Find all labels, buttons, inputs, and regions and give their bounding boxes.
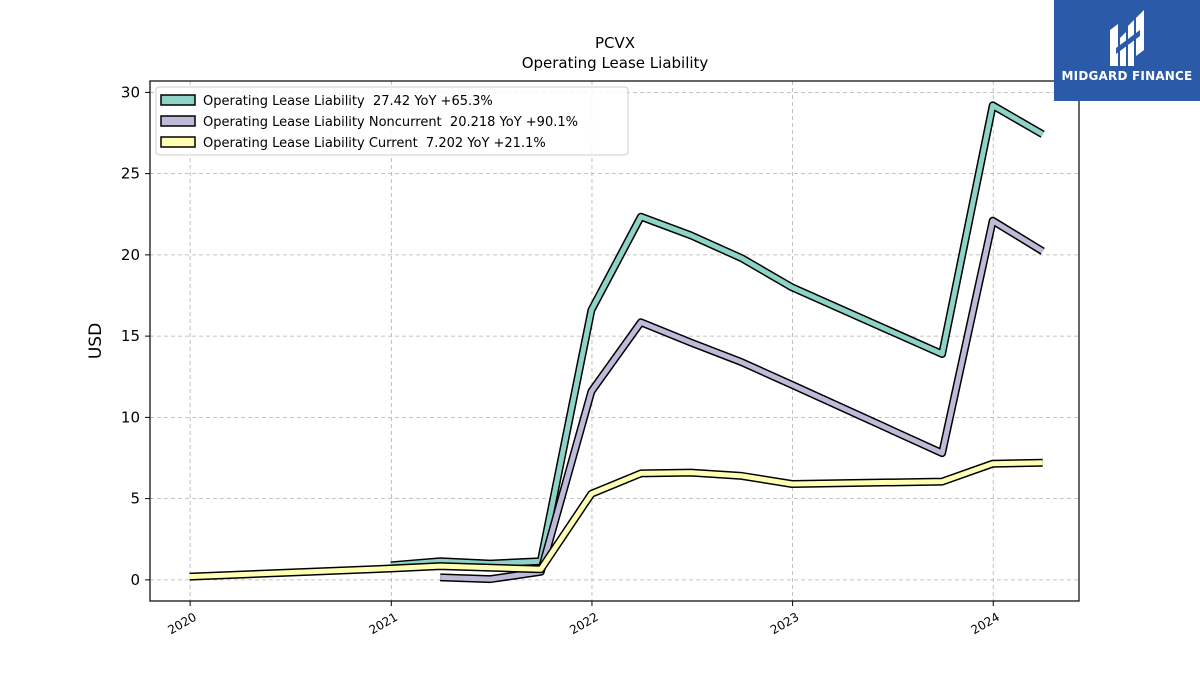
- y-axis: 0 5 10 15 20 25 30: [121, 83, 150, 589]
- legend: Operating Lease Liability 27.42 YoY +65.…: [155, 86, 629, 156]
- legend-box: [155, 86, 629, 156]
- series-1-line: [390, 102, 1044, 568]
- x-tick-label: 2020: [165, 610, 198, 637]
- y-tick-label: 0: [130, 571, 140, 589]
- y-tick-label: 25: [121, 165, 140, 183]
- y-axis-label: USD: [86, 323, 106, 359]
- legend-swatch: [160, 136, 196, 148]
- x-tick-label: 2021: [367, 610, 400, 637]
- x-tick-label: 2022: [567, 610, 600, 637]
- midgard-finance-logo: MIDGARD FINANCE: [1054, 0, 1200, 101]
- y-tick-label: 5: [130, 490, 140, 508]
- series-2-line: [440, 218, 1045, 582]
- y-tick-label: 20: [121, 246, 140, 264]
- y-tick-label: 10: [121, 408, 140, 426]
- legend-swatch: [160, 94, 196, 106]
- legend-swatch: [160, 115, 196, 127]
- x-tick-label: 2024: [969, 610, 1002, 637]
- legend-entry: Operating Lease Liability 27.42 YoY +65.…: [203, 94, 493, 109]
- series-layer: [189, 101, 1045, 584]
- y-tick-label: 15: [121, 327, 140, 345]
- legend-entry: Operating Lease Liability Current 7.202 …: [203, 136, 546, 151]
- y-tick-label: 30: [121, 83, 140, 101]
- chart-subtitle: Operating Lease Liability: [522, 54, 709, 72]
- legend-entry: Operating Lease Liability Noncurrent 20.…: [203, 115, 578, 130]
- series-3-line: [189, 460, 1043, 580]
- x-axis: 2020 2021 2022 2023 2024: [165, 601, 1002, 637]
- plot-frame: [149, 80, 1080, 602]
- chart-title: PCVX: [595, 34, 635, 52]
- logo-text: MIDGARD FINANCE: [1061, 69, 1193, 83]
- midgard-logo-icon: [1110, 10, 1144, 66]
- x-tick-label: 2023: [768, 610, 801, 637]
- grid-lines: [150, 81, 1079, 601]
